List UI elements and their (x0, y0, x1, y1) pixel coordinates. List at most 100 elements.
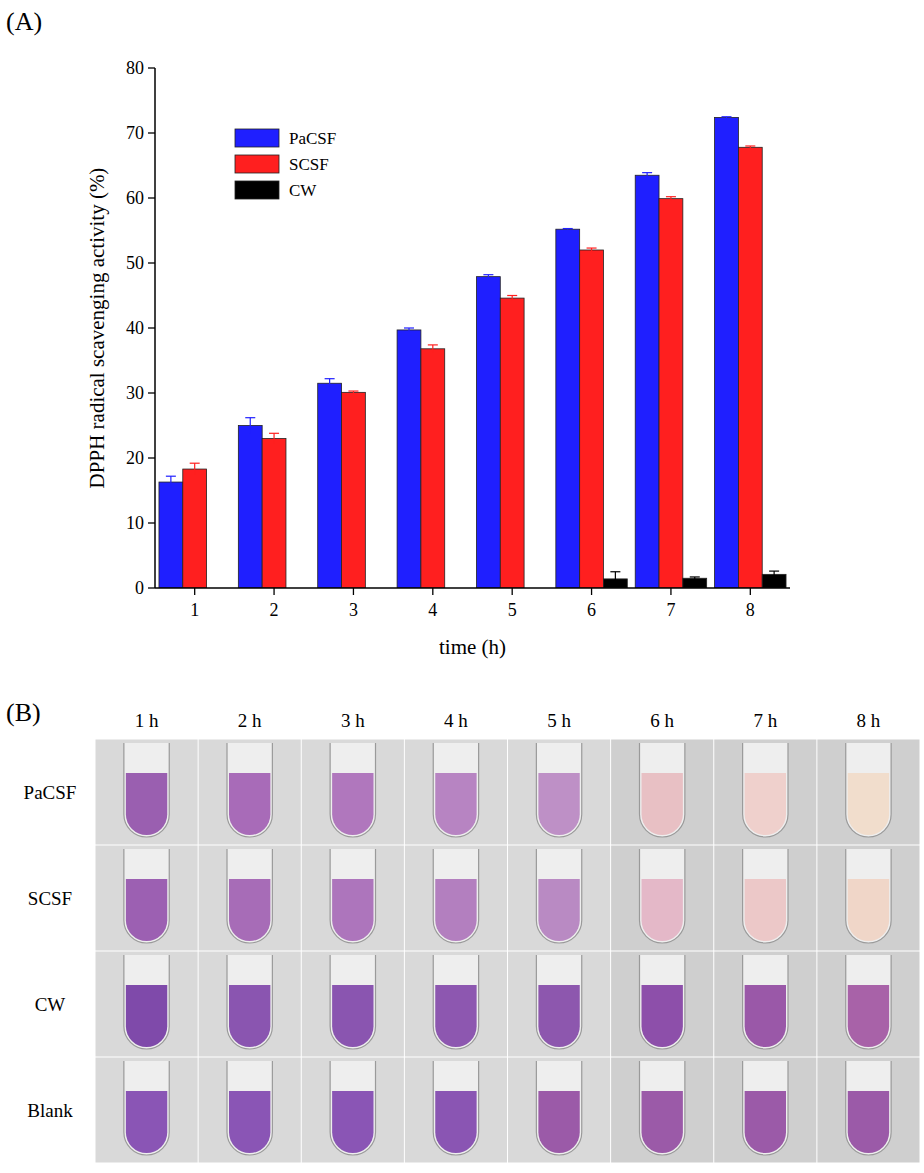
y-tick-label: 60 (126, 188, 144, 208)
error-bar (325, 379, 335, 388)
error-cap (722, 116, 732, 117)
tube (743, 955, 788, 1049)
tube (536, 1061, 581, 1155)
tube-photo (405, 846, 507, 951)
x-tick-label: 1 (190, 600, 199, 620)
x-tick (591, 588, 592, 595)
tube-photo (96, 846, 198, 951)
bar (183, 469, 207, 588)
tube-liquid (332, 985, 373, 1047)
legend-swatch (235, 155, 279, 173)
error-stem (615, 572, 616, 586)
tube-photo (714, 740, 816, 845)
tube (227, 1061, 272, 1155)
photo-background (817, 740, 919, 845)
tube-liquid (745, 773, 786, 835)
bar (397, 330, 421, 588)
y-tick-label: 80 (126, 58, 144, 78)
error-cap (769, 570, 779, 571)
tube-liquid (848, 985, 889, 1047)
error-cap (404, 327, 414, 328)
panel-label: (A) (6, 7, 42, 36)
figure: (A)0102030405060708012345678time (h)DPPH… (0, 0, 924, 1173)
tube (846, 1061, 891, 1155)
error-cap (245, 417, 255, 418)
legend-label: SCSF (289, 155, 329, 174)
y-tick (148, 587, 155, 588)
error-bar (745, 146, 755, 149)
photo-background (508, 740, 610, 845)
tube-photo (96, 1058, 198, 1163)
tube-photo (817, 952, 919, 1057)
tube-liquid (538, 879, 579, 941)
row-label: CW (35, 994, 66, 1015)
photo-background (611, 952, 713, 1057)
bar (159, 482, 183, 588)
tube-photo (508, 1058, 610, 1163)
tube-liquid (229, 1091, 270, 1153)
tube-photo (96, 740, 198, 845)
error-cap (587, 247, 597, 248)
tube (124, 1061, 169, 1155)
error-stem (194, 463, 195, 475)
tube (124, 743, 169, 837)
y-tick-label: 30 (126, 383, 144, 403)
error-bar (563, 229, 573, 230)
y-tick-label: 20 (126, 448, 144, 468)
error-bar (666, 197, 676, 201)
error-cap (690, 576, 700, 577)
tube-photo (96, 952, 198, 1057)
photo-background (508, 1058, 610, 1163)
tube (433, 955, 478, 1049)
error-bar (690, 577, 700, 580)
tube-photo (817, 846, 919, 951)
tube-liquid (538, 1091, 579, 1153)
tube-photo (508, 740, 610, 845)
column-label: 6 h (650, 710, 674, 731)
tube-photo (817, 1058, 919, 1163)
error-bar (587, 248, 597, 252)
tube-photo (405, 1058, 507, 1163)
x-tick (750, 588, 751, 595)
error-stem (512, 296, 513, 301)
tube-photo (199, 846, 301, 951)
bar (580, 250, 604, 588)
y-tick-label: 0 (135, 578, 144, 598)
legend-label: PaCSF (289, 129, 336, 148)
error-bar (483, 275, 493, 279)
tube-liquid (642, 773, 683, 835)
photo-background (611, 740, 713, 845)
photo-background (817, 1058, 919, 1163)
tube-liquid (435, 985, 476, 1047)
tube (227, 849, 272, 943)
bar (659, 199, 683, 588)
tube-photo (302, 740, 404, 845)
photo-background (714, 740, 816, 845)
y-tick-label: 70 (126, 123, 144, 143)
error-stem (329, 379, 330, 388)
bar (556, 229, 580, 588)
tube-liquid (745, 985, 786, 1047)
tube-liquid (126, 985, 167, 1047)
y-tick-label: 50 (126, 253, 144, 273)
y-tick (148, 457, 155, 458)
photo-background (714, 1058, 816, 1163)
tube-photo (611, 846, 713, 951)
tube (330, 849, 375, 943)
photo-background (405, 1058, 507, 1163)
tube-photo (714, 846, 816, 951)
bar (421, 349, 445, 588)
error-bar (404, 328, 414, 332)
tube-liquid (848, 773, 889, 835)
tube (640, 955, 685, 1049)
column-label: 1 h (135, 710, 159, 731)
tube-liquid (848, 879, 889, 941)
tube-liquid (642, 1091, 683, 1153)
photo-background (302, 1058, 404, 1163)
error-stem (432, 345, 433, 353)
tube (846, 955, 891, 1049)
row-label: PaCSF (24, 782, 77, 803)
x-tick-label: 3 (349, 600, 358, 620)
x-tick (273, 588, 274, 595)
error-cap (269, 433, 279, 434)
